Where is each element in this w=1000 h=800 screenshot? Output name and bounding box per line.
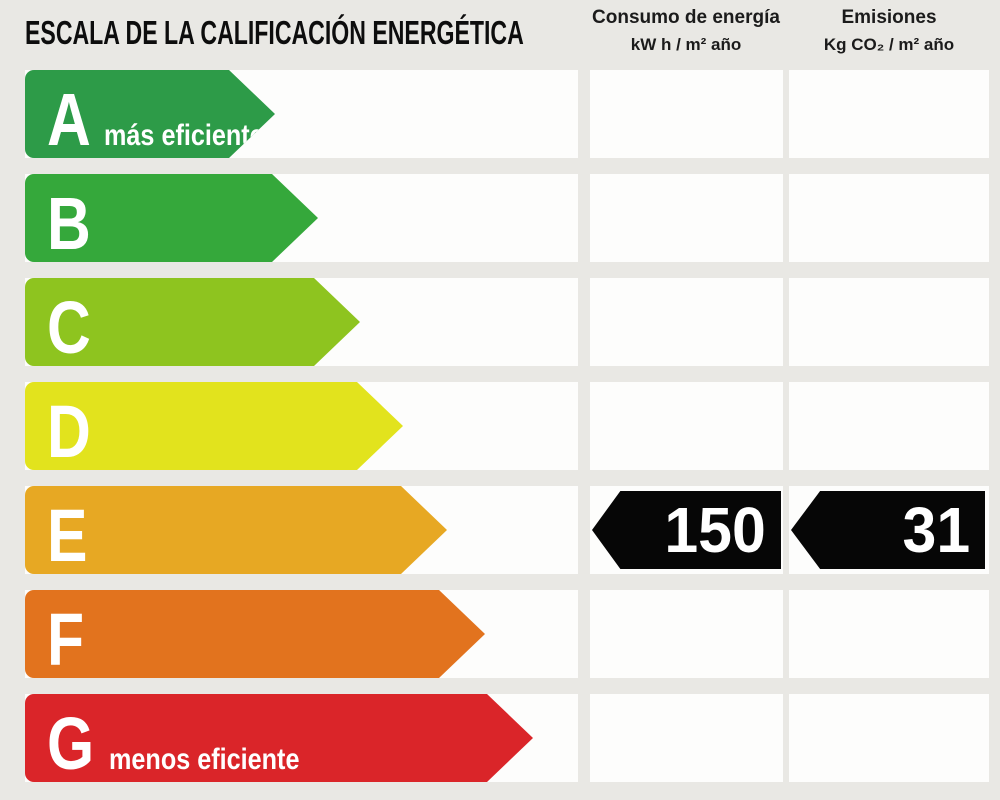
rating-letter-f: F bbox=[47, 598, 85, 681]
rating-letter-b: B bbox=[47, 182, 91, 265]
page-title: ESCALA DE LA CALIFICACIÓN ENERGÉTICA bbox=[25, 14, 524, 51]
consumption-header-unit: kW h / m² año bbox=[630, 35, 742, 54]
consumption-cell-f bbox=[590, 590, 783, 678]
consumption-cell-g bbox=[590, 694, 783, 782]
consumption-header-title: Consumo de energía bbox=[592, 7, 780, 28]
consumption-value: 150 bbox=[664, 494, 766, 566]
rating-arrow-d: D bbox=[25, 382, 403, 470]
consumption-cell-d bbox=[590, 382, 783, 470]
rating-arrow-c: C bbox=[25, 278, 360, 366]
consumption-value-arrow: 150 bbox=[592, 491, 781, 569]
emissions-value: 31 bbox=[902, 494, 970, 566]
emissions-header-unit: Kg CO₂ / m² año bbox=[823, 35, 955, 54]
least-efficient-label: menos eficiente bbox=[108, 743, 300, 776]
rating-letter-d: D bbox=[47, 390, 91, 473]
consumption-cell-c bbox=[590, 278, 783, 366]
rating-arrow-f: F bbox=[25, 590, 485, 678]
rating-letter-g: G bbox=[47, 702, 95, 785]
consumption-cell-b bbox=[590, 174, 783, 262]
rating-letter-c: C bbox=[47, 286, 91, 369]
rating-arrow-g: G menos eficiente bbox=[25, 694, 533, 782]
emissions-cell-g bbox=[789, 694, 989, 782]
rating-arrow-b: B bbox=[25, 174, 318, 262]
emissions-value-arrow: 31 bbox=[791, 491, 985, 569]
emissions-cell-b bbox=[789, 174, 989, 262]
emissions-header-title: Emisiones bbox=[841, 7, 937, 28]
emissions-column-header: Emisiones Kg CO₂ / m² año bbox=[789, 7, 989, 55]
emissions-cell-d bbox=[789, 382, 989, 470]
emissions-cell-f bbox=[789, 590, 989, 678]
emissions-cell-c bbox=[789, 278, 989, 366]
consumption-column-header: Consumo de energía kW h / m² año bbox=[588, 7, 784, 55]
consumption-cell-a bbox=[590, 70, 783, 158]
rating-letter-a: A bbox=[47, 78, 91, 161]
emissions-cell-a bbox=[789, 70, 989, 158]
rating-letter-e: E bbox=[47, 494, 88, 577]
most-efficient-label: más eficiente bbox=[104, 119, 265, 152]
rating-arrow-a: A más eficiente bbox=[25, 70, 275, 158]
rating-arrow-e: E bbox=[25, 486, 447, 574]
